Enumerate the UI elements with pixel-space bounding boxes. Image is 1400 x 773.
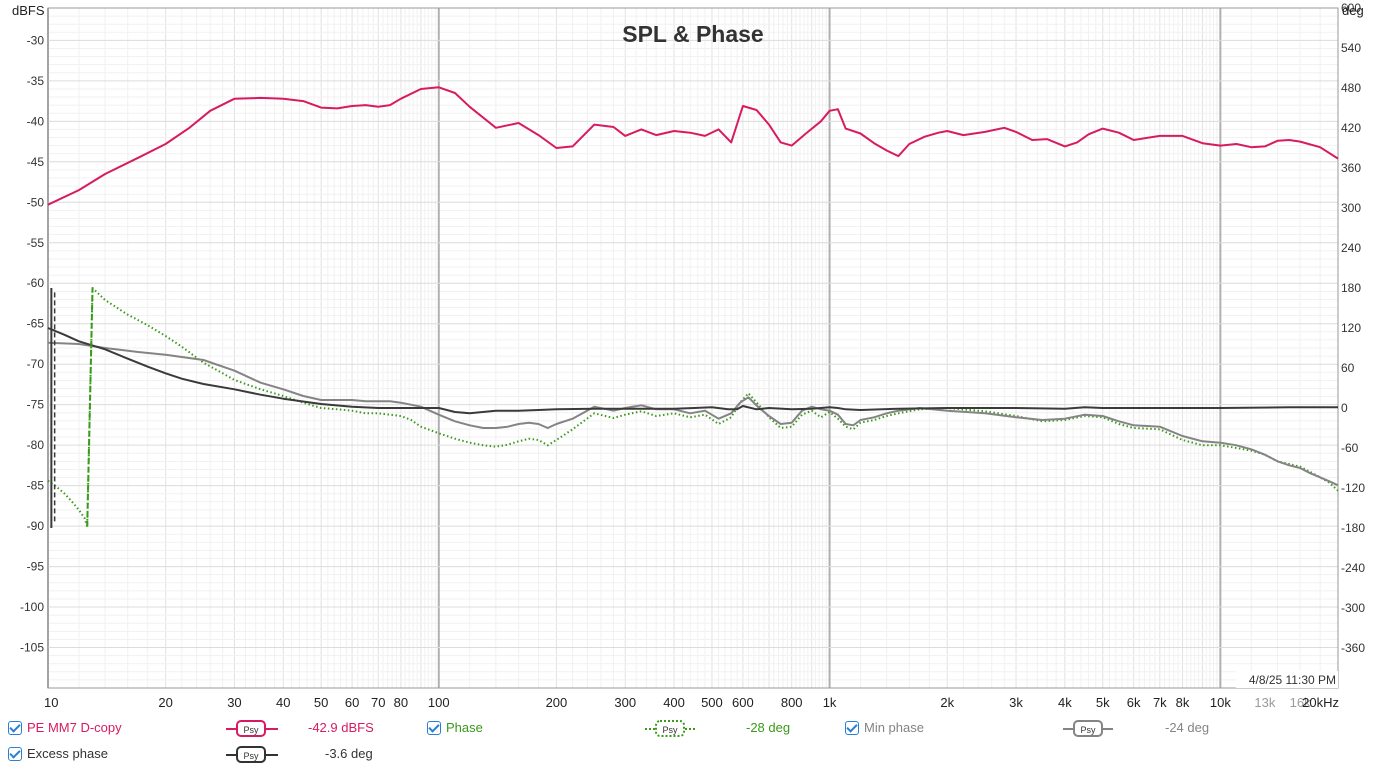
x-tick-label: 30	[227, 695, 241, 710]
y-tick-label: -105	[20, 641, 44, 655]
x-tick-label: 600	[732, 695, 754, 710]
y-tick-label: -50	[27, 195, 45, 209]
x-tick-label: 20kHz	[1302, 695, 1339, 710]
checkbox-excess-phase[interactable]	[8, 747, 22, 761]
y-tick-label: -65	[27, 317, 45, 331]
y2-tick-label: 420	[1341, 121, 1361, 135]
x-tick-label: 500	[701, 695, 723, 710]
y-axis-label: dBFS	[12, 3, 45, 18]
y2-tick-label: 60	[1341, 361, 1355, 375]
x-tick-label: 1k	[823, 695, 837, 710]
x-tick-label: 300	[614, 695, 636, 710]
x-tick-label: 7k	[1153, 695, 1167, 710]
y2-tick-label: 360	[1341, 161, 1361, 175]
y-tick-label: -70	[27, 357, 45, 371]
legend-label-min-phase: Min phase	[864, 720, 924, 735]
series-line-pe-mm7-d-copy	[47, 86, 1339, 206]
y2-axis-label: deg	[1342, 3, 1364, 18]
x-tick-label: 50	[314, 695, 328, 710]
x-tick-label: 10k	[1210, 695, 1231, 710]
x-tick-label: 13k	[1254, 695, 1275, 710]
spl-phase-chart: -30 -35 -40 -45 -50 -55 -60 -65 -70 -75 -80 -85 -90 -…	[12, 1, 1365, 710]
plot-border	[47, 7, 1339, 689]
y2-tick-label: 180	[1341, 281, 1361, 295]
series-line-min-phase	[47, 341, 1339, 487]
legend-label-phase: Phase	[446, 720, 483, 735]
series-line-excess-phase	[47, 327, 1338, 415]
legend-item-min-phase: Min phase Psy -24 deg	[845, 717, 1245, 739]
timestamp: 4/8/25 11:30 PM	[1249, 673, 1336, 687]
x-tick-label: 5k	[1096, 695, 1110, 710]
legend-label-pe-mm7: PE MM7 D-copy	[27, 720, 122, 735]
legend-value-pe-mm7: -42.9 dBFS	[308, 720, 374, 735]
y-tick-label: -45	[27, 155, 45, 169]
y-tick-label: -30	[27, 33, 45, 47]
y2-tick-label: 540	[1341, 41, 1361, 55]
y2-tick-label: -300	[1341, 601, 1365, 615]
x-tick-label: 100	[428, 695, 450, 710]
psy-button-min-phase[interactable]: Psy	[1073, 720, 1103, 737]
x-tick-label: 40	[276, 695, 290, 710]
y2-tick-label: 120	[1341, 321, 1361, 335]
y-tick-label: -85	[27, 479, 45, 493]
checkbox-min-phase[interactable]	[845, 721, 859, 735]
y-tick-label: -35	[27, 74, 45, 88]
y2-tick-label: -120	[1341, 481, 1365, 495]
psy-button-pe-mm7[interactable]: Psy	[236, 720, 266, 737]
x-tick-label: 400	[663, 695, 685, 710]
y2-tick-label: -240	[1341, 561, 1365, 575]
legend-value-excess-phase: -3.6 deg	[325, 746, 373, 761]
phase-wrap-jump	[86, 287, 94, 527]
x-tick-label: 2k	[940, 695, 954, 710]
psy-button-excess-phase[interactable]: Psy	[236, 746, 266, 763]
y2-tick-label: 300	[1341, 201, 1361, 215]
legend-item-phase: Phase Psy -28 deg	[427, 717, 827, 739]
y-tick-label: -55	[27, 236, 45, 250]
y2-tick-label: 480	[1341, 81, 1361, 95]
x-tick-label: 3k	[1009, 695, 1023, 710]
y-tick-label: -40	[27, 114, 45, 128]
y2-tick-label: 240	[1341, 241, 1361, 255]
x-tick-label: 8k	[1176, 695, 1190, 710]
legend-value-min-phase: -24 deg	[1165, 720, 1210, 735]
legend-item-pe-mm7: PE MM7 D-copy Psy -42.9 dBFS	[8, 717, 408, 739]
legend-label-excess-phase: Excess phase	[27, 746, 108, 761]
y-tick-label: -90	[27, 519, 45, 533]
y2-tick-label: 600	[1341, 1, 1361, 15]
timestamp-bg	[1236, 671, 1338, 688]
x-tick-label: 80	[394, 695, 408, 710]
legend-item-excess-phase: Excess phase Psy -3.6 deg	[8, 743, 408, 765]
checkbox-pe-mm7[interactable]	[8, 721, 22, 735]
y2-tick-label: -180	[1341, 521, 1365, 535]
y-tick-label: -95	[27, 560, 45, 574]
checkbox-phase[interactable]	[427, 721, 441, 735]
x-tick-label: 20	[158, 695, 172, 710]
tick-labels: -30 -35 -40 -45 -50 -55 -60 -65 -70 -75 -80 -85 -90 -…	[20, 1, 1365, 710]
x-tick-label: 200	[546, 695, 568, 710]
x-tick-label: 70	[371, 695, 385, 710]
legend-value-phase: -28 deg	[746, 720, 791, 735]
x-tick-label: 16k	[1290, 695, 1311, 710]
legend: PE MM7 D-copy Psy -42.9 dBFS Phase Psy -…	[0, 712, 1400, 773]
y-tick-label: -75	[27, 398, 45, 412]
traces	[47, 86, 1339, 528]
x-tick-label: 800	[781, 695, 803, 710]
y-tick-label: -100	[20, 600, 44, 614]
psy-button-phase[interactable]: Psy	[655, 720, 685, 737]
y2-tick-label: 0	[1341, 401, 1348, 415]
y-tick-label: -80	[27, 438, 45, 452]
series-line-phase	[47, 287, 1339, 528]
y-tick-label: -60	[27, 276, 45, 290]
chart-title: SPL & Phase	[622, 21, 763, 47]
x-tick-label: 6k	[1127, 695, 1141, 710]
y2-tick-label: -60	[1341, 441, 1359, 455]
x-tick-label: 10	[44, 695, 58, 710]
x-tick-label: 60	[345, 695, 359, 710]
x-tick-label: 4k	[1058, 695, 1072, 710]
major-grid	[47, 7, 1339, 689]
y2-tick-label: -360	[1341, 641, 1365, 655]
